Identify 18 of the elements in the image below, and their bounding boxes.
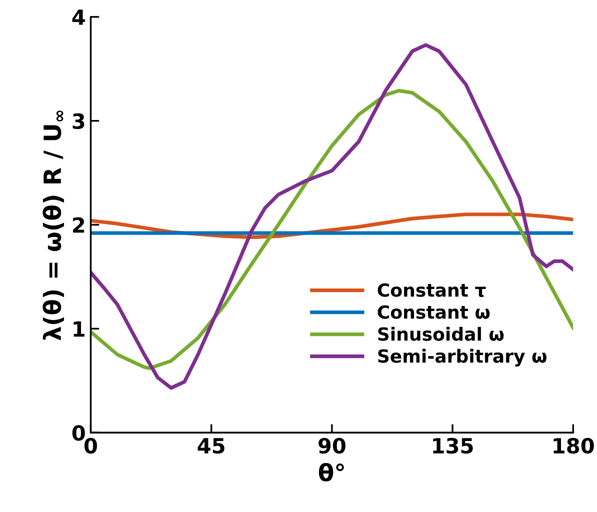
x-tick-label: 45 (198, 438, 224, 454)
x-tick-label: 0 (84, 438, 97, 454)
y-tick-label: 0 (72, 425, 85, 441)
y-tick-label: 3 (72, 113, 84, 130)
x-axis-title: θ° (318, 463, 344, 482)
line-series (90, 43, 574, 390)
x-tick-label: 90 (318, 438, 346, 454)
line-series (90, 88, 574, 370)
x-tick-label: 135 (433, 438, 473, 454)
x-tick-label: 180 (554, 438, 594, 454)
legend-label: Semi-arbitrary ω (378, 348, 546, 366)
y-tick-label: 4 (72, 10, 85, 25)
legend-label: Constant ω (378, 305, 490, 319)
y-tick-label: 2 (73, 217, 84, 233)
y-tick-label: 1 (74, 321, 84, 337)
y-axis-title: λ(θ) = ω(θ) R / U$_{∞}$ (42, 110, 64, 340)
legend-label: Sinusoidal ω (378, 326, 504, 341)
legend-label: Constant τ (378, 283, 486, 297)
